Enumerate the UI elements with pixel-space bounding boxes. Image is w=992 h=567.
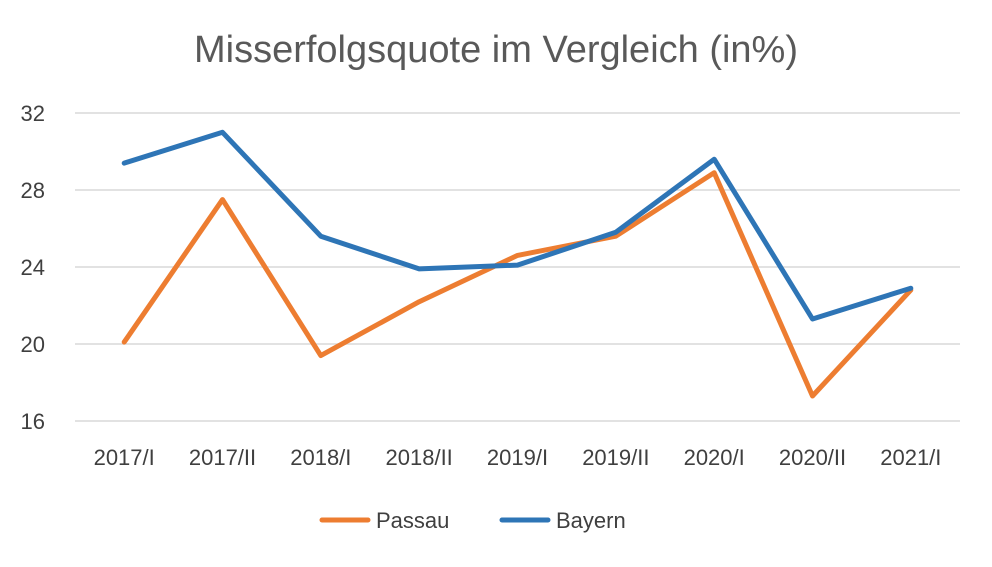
y-tick-label: 32 bbox=[21, 101, 45, 126]
x-tick-label: 2017/I bbox=[94, 445, 155, 470]
x-tick-label: 2021/I bbox=[880, 445, 941, 470]
y-tick-label: 20 bbox=[21, 332, 45, 357]
series-line-passau bbox=[121, 170, 914, 399]
y-axis-ticks: 16 20 24 28 32 bbox=[21, 101, 45, 434]
y-tick-label: 24 bbox=[21, 255, 45, 280]
legend: Passau Bayern bbox=[319, 508, 626, 533]
x-tick-label: 2018/II bbox=[386, 445, 453, 470]
x-tick-label: 2019/II bbox=[582, 445, 649, 470]
x-axis-ticks: 2017/I 2017/II 2018/I 2018/II 2019/I 2019/II 2… bbox=[94, 445, 942, 470]
legend-label-bayern: Bayern bbox=[556, 508, 626, 533]
y-tick-label: 16 bbox=[21, 409, 45, 434]
x-tick-label: 2017/II bbox=[189, 445, 256, 470]
x-tick-label: 2018/I bbox=[290, 445, 351, 470]
x-tick-label: 2019/I bbox=[487, 445, 548, 470]
y-tick-label: 28 bbox=[21, 178, 45, 203]
series-lines bbox=[121, 129, 914, 399]
x-tick-label: 2020/I bbox=[684, 445, 745, 470]
chart-title: Misserfolgsquote im Vergleich (in%) bbox=[194, 29, 798, 71]
series-line-bayern bbox=[121, 129, 914, 322]
legend-label-passau: Passau bbox=[376, 508, 449, 533]
x-tick-label: 2020/II bbox=[779, 445, 846, 470]
